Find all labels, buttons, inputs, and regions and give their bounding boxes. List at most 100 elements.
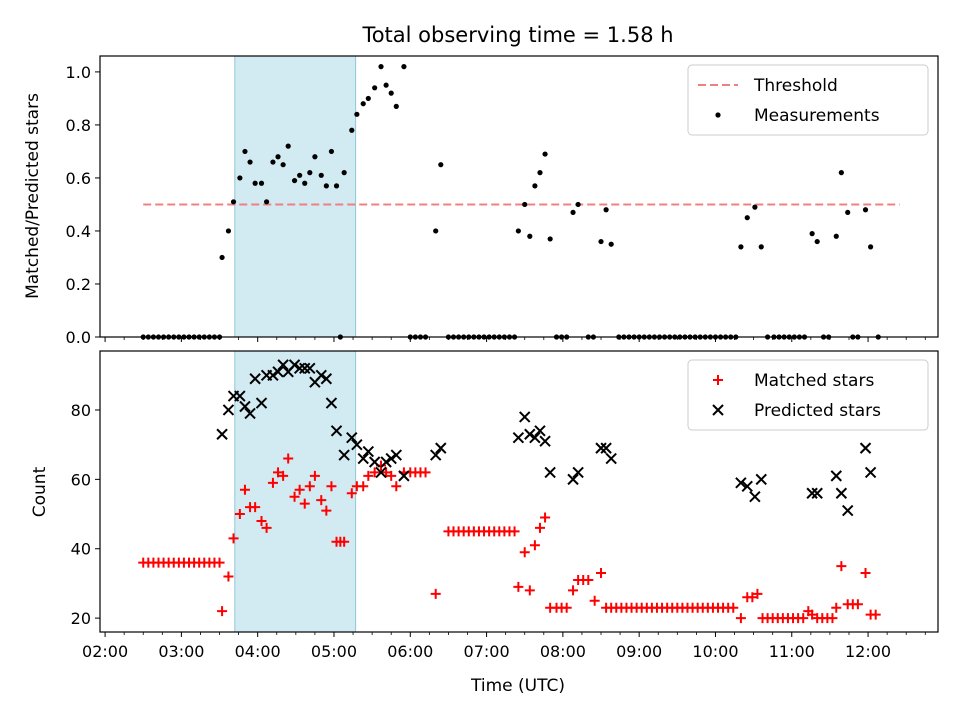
matched-stars-point xyxy=(561,602,572,613)
bottom-y-axis-label: Count xyxy=(30,466,50,517)
legend-box xyxy=(687,64,929,136)
y-tick-label: 80 xyxy=(71,401,91,420)
matched-stars-point xyxy=(381,467,392,478)
measurement-point xyxy=(527,233,533,239)
x-tick-label: 07:00 xyxy=(464,642,510,661)
axes-frame xyxy=(99,350,939,633)
predicted-stars-point xyxy=(390,449,402,461)
x-tick-label: 12:00 xyxy=(845,642,891,661)
predicted-stars-point xyxy=(330,425,343,437)
measurement-point xyxy=(302,180,308,186)
measurement-point xyxy=(744,215,750,221)
measurement-point xyxy=(838,170,844,176)
matched-stars-point xyxy=(831,602,842,613)
measurement-point xyxy=(433,228,439,234)
predicted-stars-point xyxy=(325,397,338,409)
predicted-stars-point xyxy=(539,435,551,447)
observing-window-shade xyxy=(234,350,357,633)
predicted-stars-point xyxy=(864,466,877,479)
y-tick-label: 60 xyxy=(71,470,91,489)
predicted-stars-point xyxy=(524,428,536,440)
matched-stars-point xyxy=(363,470,374,481)
matched-stars-point xyxy=(214,557,225,568)
measurement-point xyxy=(312,154,318,160)
measurement-point xyxy=(333,183,340,189)
matched-stars-point xyxy=(346,488,357,499)
predicted-stars-point xyxy=(272,366,284,378)
measurement-point xyxy=(438,162,444,168)
predicted-stars-point xyxy=(267,369,279,381)
matched-stars-point xyxy=(735,613,746,624)
matched-stars-point xyxy=(836,561,847,572)
measurement-point xyxy=(401,64,407,70)
measurement-point xyxy=(242,148,248,155)
predicted-stars-point xyxy=(375,466,387,479)
predicted-stars-point xyxy=(385,452,397,465)
y-tick-label: 0.2 xyxy=(66,275,91,294)
predicted-stars-point xyxy=(315,369,327,381)
top-y-axis-label: Matched/Predicted stars xyxy=(23,93,43,299)
matched-stars-point xyxy=(289,491,300,502)
matched-stars-point xyxy=(519,547,530,558)
predicted-stars-point xyxy=(249,373,261,385)
predicted-stars-point xyxy=(806,487,818,499)
measurement-point xyxy=(247,159,253,165)
measurement-point xyxy=(570,209,576,216)
matched-stars-point xyxy=(509,526,520,537)
top-panel: 0.0 0.2 0.4 0.6 0.8 1.0 Threshold Measurements xyxy=(66,55,939,347)
predicted-stars-point xyxy=(380,456,392,468)
x-tick-label: 04:00 xyxy=(235,642,281,661)
measurement-point xyxy=(285,143,291,149)
matched-stars-point xyxy=(420,467,431,478)
matched-stars-point xyxy=(234,509,245,520)
predicted-stars-point xyxy=(512,432,525,444)
x-tick-label: 11:00 xyxy=(769,642,815,661)
measurement-point xyxy=(532,183,538,189)
measurement-point xyxy=(862,207,869,213)
measurement-point xyxy=(225,228,232,234)
measurement-point xyxy=(814,238,820,245)
measurement-point xyxy=(758,244,764,250)
matched-stars-point xyxy=(827,613,838,624)
matched-stars-point xyxy=(583,574,594,585)
matched-stars-point xyxy=(339,536,350,547)
matched-stars-point xyxy=(283,453,294,464)
measurement-point xyxy=(307,170,313,176)
measurement-point xyxy=(230,199,237,205)
measurement-point xyxy=(537,170,543,176)
y-tick-label: 40 xyxy=(71,540,91,559)
predicted-stars-point xyxy=(842,504,854,517)
predicted-stars-point xyxy=(572,466,584,479)
matched-stars-point xyxy=(239,484,250,495)
measurement-point xyxy=(354,111,360,117)
matched-stars-point xyxy=(256,515,267,526)
measurement-point xyxy=(258,180,265,186)
y-tick-label: 0.8 xyxy=(66,116,91,135)
matched-stars-point xyxy=(316,495,327,506)
predicted-stars-point xyxy=(368,456,381,468)
measurement-point xyxy=(738,244,744,250)
legend-label: Threshold xyxy=(753,76,838,96)
legend-label: Measurements xyxy=(754,106,880,126)
matched-stars-point xyxy=(430,588,441,599)
matched-stars-point xyxy=(391,481,402,492)
measurement-point xyxy=(291,177,298,184)
x-tick-label: 03:00 xyxy=(158,642,204,661)
measurement-point xyxy=(280,162,286,168)
predicted-stars-point xyxy=(338,449,350,461)
measurement-point xyxy=(608,241,614,247)
measurement-point xyxy=(868,244,874,250)
predicted-stars-point xyxy=(811,487,823,499)
legend: Matched stars Predicted stars xyxy=(687,359,929,431)
matched-stars-point xyxy=(807,609,818,620)
predicted-stars-point xyxy=(357,452,369,465)
predicted-stars-point xyxy=(741,480,753,493)
measurement-point xyxy=(318,172,324,178)
predicted-stars-point xyxy=(304,362,316,375)
legend-matched-swatch xyxy=(713,375,723,385)
predicted-stars-point xyxy=(529,432,541,444)
x-axis-label: Time (UTC) xyxy=(470,676,565,696)
measurement-point xyxy=(515,228,521,234)
y-tick-label: 1.0 xyxy=(66,63,91,82)
matched-stars-point xyxy=(568,585,579,596)
